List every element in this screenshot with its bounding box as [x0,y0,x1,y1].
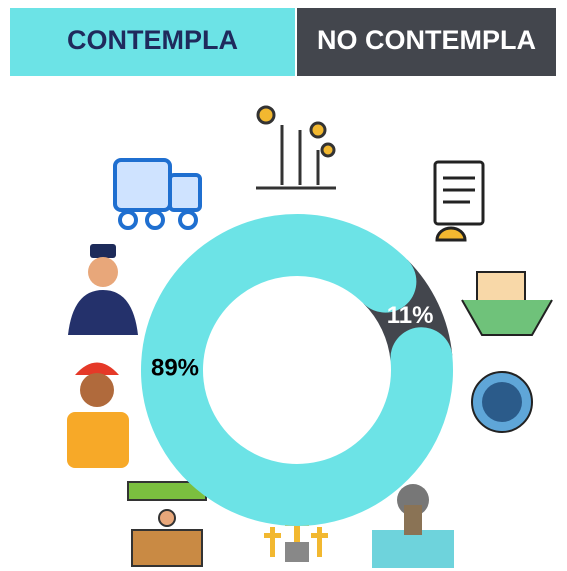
donut-segment [141,214,453,526]
icon-firefighter [67,362,129,468]
legend-box [10,8,295,76]
icon-handshake [461,271,553,336]
icon-police [68,244,138,335]
legend-label: CONTEMPLA [67,25,238,55]
legend-box [297,8,556,76]
legend: CONTEMPLA NO CONTEMPLA [10,8,556,76]
icon-water [372,484,454,568]
value-label: 11% [387,302,434,329]
icon-document [433,160,485,242]
icon-truck [113,158,202,230]
icon-streetlights [256,105,336,190]
legend-label: NO CONTEMPLA [317,25,536,55]
value-label: 89% [151,354,199,381]
icon-market [127,481,207,567]
icon-globe-handshake [471,371,533,433]
donut: 89% 11% [141,214,453,526]
